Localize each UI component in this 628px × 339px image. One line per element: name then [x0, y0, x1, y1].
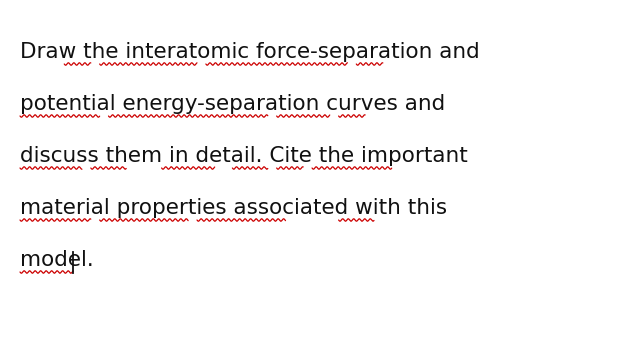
Text: discuss them in detail. Cite the important: discuss them in detail. Cite the importa… — [20, 146, 468, 166]
Text: Draw the interatomic force-separation and: Draw the interatomic force-separation an… — [20, 42, 480, 62]
Text: model.: model. — [20, 250, 94, 270]
Text: potential energy-separation curves and: potential energy-separation curves and — [20, 94, 445, 114]
Text: material properties associated with this: material properties associated with this — [20, 198, 447, 218]
